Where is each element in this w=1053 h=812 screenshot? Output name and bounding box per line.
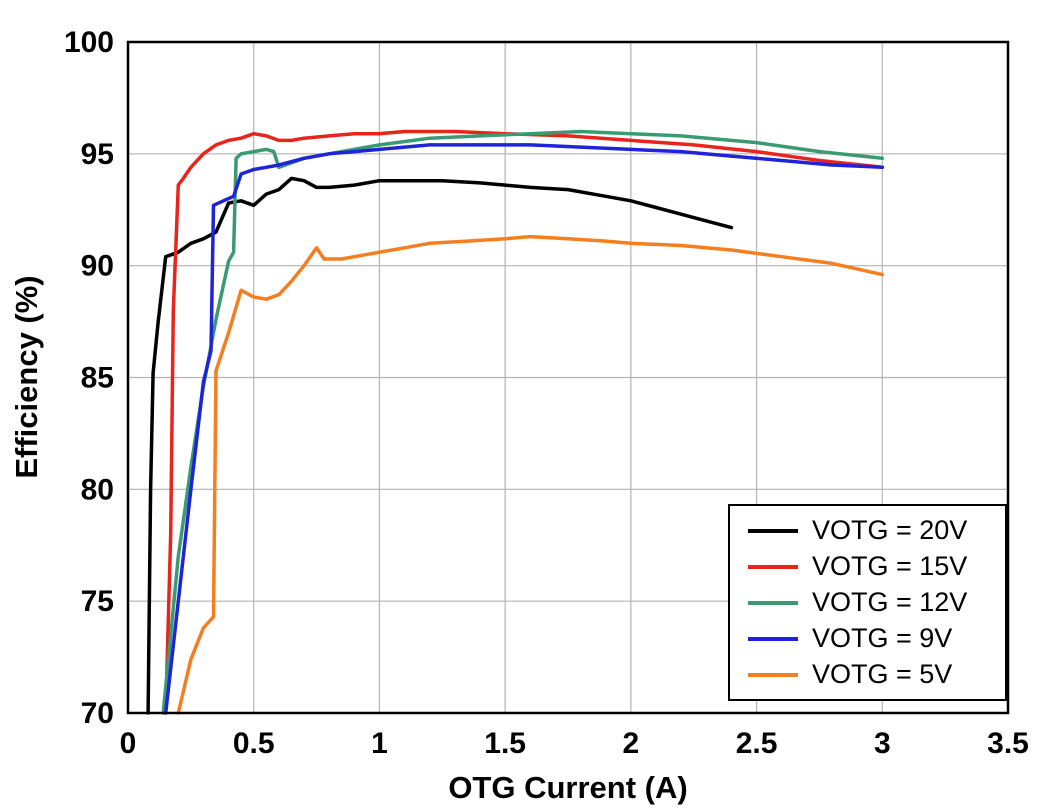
legend-item-votg-15v: VOTG = 15V (748, 551, 997, 582)
legend-item-votg-5v: VOTG = 5V (748, 659, 997, 690)
legend-label-votg-5v: VOTG = 5V (812, 659, 953, 689)
legend-item-votg-9v: VOTG = 9V (748, 623, 997, 654)
legend-label-votg-9v: VOTG = 9V (812, 623, 953, 653)
x-axis-label: OTG Current (A) (448, 770, 688, 805)
legend-line-swatch-votg-15v (748, 564, 798, 569)
legend-label-votg-12v: VOTG = 12V (812, 587, 968, 617)
y-tick-label: 90 (81, 250, 114, 283)
chart-legend: VOTG = 20V VOTG = 15V VOTG = 12V VOTG = … (728, 504, 1007, 701)
y-tick-label: 95 (81, 138, 114, 171)
series-line-1 (146, 176, 734, 715)
series-line-4 (163, 143, 885, 715)
y-tick-label: 80 (81, 473, 114, 506)
legend-label-votg-15v: VOTG = 15V (812, 551, 968, 581)
series-line-5 (176, 234, 885, 715)
legend-line-swatch-votg-20v (748, 528, 798, 533)
x-tick-label: 0 (120, 727, 137, 760)
tick-labels: 0 0.5 1 1.5 2 2.5 3 3.5 70 75 80 85 90 95 100 (64, 26, 1029, 760)
legend-line-swatch-votg-5v (748, 672, 798, 677)
legend-item-votg-12v: VOTG = 12V (748, 587, 997, 618)
x-tick-label: 3 (874, 727, 891, 760)
gridlines (127, 41, 1009, 714)
x-tick-label: 3.5 (987, 727, 1029, 760)
y-tick-label: 85 (81, 362, 114, 395)
y-axis-label: Efficiency (%) (9, 275, 44, 479)
x-tick-label: 2.5 (736, 727, 778, 760)
legend-label-votg-20v: VOTG = 20V (812, 515, 968, 545)
legend-line-swatch-votg-9v (748, 636, 798, 641)
legend-line-swatch-votg-12v (748, 600, 798, 605)
x-tick-label: 1.5 (484, 727, 526, 760)
x-tick-label: 1 (371, 727, 388, 760)
legend-item-votg-20v: VOTG = 20V (748, 515, 997, 546)
y-tick-label: 75 (81, 585, 114, 618)
y-tick-label: 100 (64, 26, 114, 59)
y-tick-label: 70 (81, 697, 114, 730)
plot-border (126, 40, 1010, 715)
x-tick-label: 2 (623, 727, 640, 760)
series-line-2 (163, 129, 885, 715)
x-tick-label: 0.5 (233, 727, 275, 760)
